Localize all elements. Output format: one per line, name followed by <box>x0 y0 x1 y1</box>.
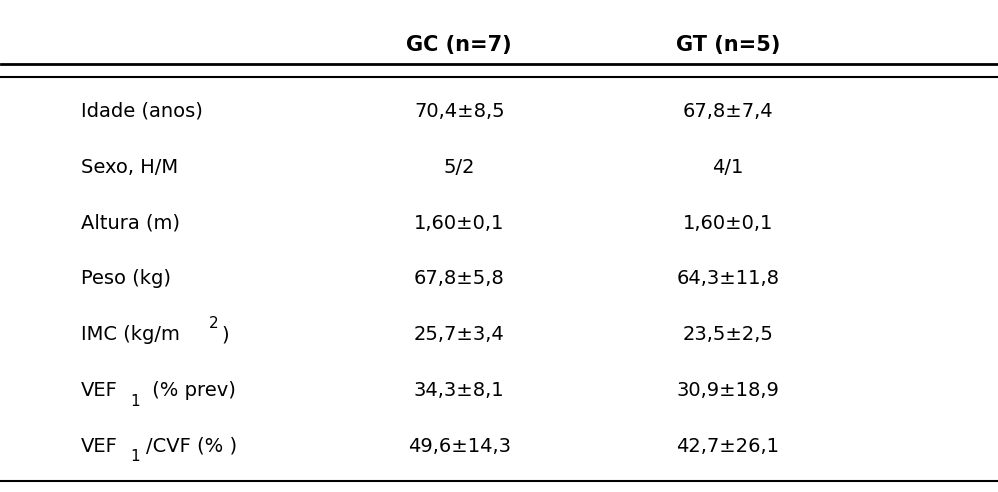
Text: 67,8±5,8: 67,8±5,8 <box>414 269 505 288</box>
Text: 1: 1 <box>131 449 141 464</box>
Text: 1,60±0,1: 1,60±0,1 <box>414 214 504 233</box>
Text: Altura (m): Altura (m) <box>81 214 180 233</box>
Text: GT (n=5): GT (n=5) <box>676 35 780 56</box>
Text: 34,3±8,1: 34,3±8,1 <box>414 381 505 400</box>
Text: 49,6±14,3: 49,6±14,3 <box>408 436 511 456</box>
Text: 64,3±11,8: 64,3±11,8 <box>677 269 779 288</box>
Text: 70,4±8,5: 70,4±8,5 <box>414 102 505 121</box>
Text: Sexo, H/M: Sexo, H/M <box>81 158 178 177</box>
Text: VEF: VEF <box>81 381 118 400</box>
Text: ): ) <box>222 325 229 344</box>
Text: 1: 1 <box>131 394 141 408</box>
Text: GC (n=7): GC (n=7) <box>406 35 512 56</box>
Text: 67,8±7,4: 67,8±7,4 <box>683 102 773 121</box>
Text: 5/2: 5/2 <box>443 158 475 177</box>
Text: 2: 2 <box>209 316 218 331</box>
Text: 25,7±3,4: 25,7±3,4 <box>414 325 505 344</box>
Text: /CVF (% ): /CVF (% ) <box>146 436 237 456</box>
Text: 42,7±26,1: 42,7±26,1 <box>677 436 779 456</box>
Text: IMC (kg/m: IMC (kg/m <box>81 325 180 344</box>
Text: 4/1: 4/1 <box>713 158 744 177</box>
Text: 1,60±0,1: 1,60±0,1 <box>683 214 773 233</box>
Text: Idade (anos): Idade (anos) <box>81 102 203 121</box>
Text: (% prev): (% prev) <box>146 381 236 400</box>
Text: Peso (kg): Peso (kg) <box>81 269 171 288</box>
Text: 23,5±2,5: 23,5±2,5 <box>683 325 773 344</box>
Text: VEF: VEF <box>81 436 118 456</box>
Text: 30,9±18,9: 30,9±18,9 <box>677 381 779 400</box>
